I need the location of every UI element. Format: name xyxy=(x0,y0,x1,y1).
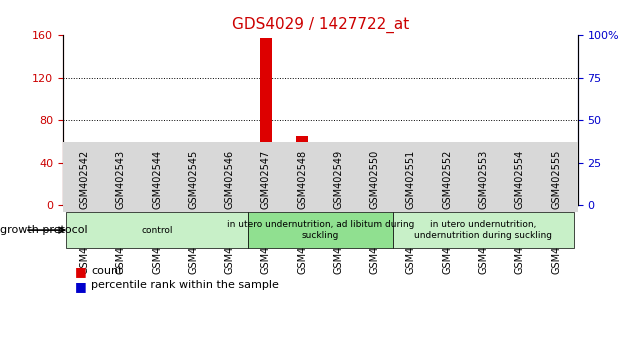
Text: control: control xyxy=(141,225,173,235)
Text: GSM402551: GSM402551 xyxy=(406,150,416,209)
Text: GSM402548: GSM402548 xyxy=(297,150,307,209)
Bar xyxy=(441,190,453,205)
Bar xyxy=(234,200,238,205)
Bar xyxy=(404,195,417,205)
Text: GSM402547: GSM402547 xyxy=(261,150,271,209)
Bar xyxy=(187,199,200,205)
Bar xyxy=(259,38,272,205)
Text: GSM402553: GSM402553 xyxy=(479,150,489,209)
Text: GSM402555: GSM402555 xyxy=(551,149,561,209)
Bar xyxy=(415,202,420,205)
Text: GSM402549: GSM402549 xyxy=(333,150,344,209)
Bar xyxy=(161,200,165,205)
Bar xyxy=(452,200,455,205)
Text: GSM402550: GSM402550 xyxy=(370,150,380,209)
Text: GSM402545: GSM402545 xyxy=(188,150,198,209)
Bar xyxy=(270,168,274,205)
Title: GDS4029 / 1427722_at: GDS4029 / 1427722_at xyxy=(232,16,409,33)
Text: ■: ■ xyxy=(75,280,87,293)
Text: count: count xyxy=(91,266,122,275)
Bar xyxy=(524,200,528,205)
Bar xyxy=(151,202,163,205)
Text: growth protocol: growth protocol xyxy=(0,225,88,235)
Bar xyxy=(89,197,93,205)
Bar xyxy=(369,198,381,205)
Text: GSM402543: GSM402543 xyxy=(116,150,126,209)
Bar xyxy=(224,203,236,205)
Bar xyxy=(477,197,490,205)
Bar xyxy=(78,195,91,205)
Bar xyxy=(560,202,564,205)
Bar xyxy=(332,158,345,205)
Text: GSM402552: GSM402552 xyxy=(442,149,452,209)
Text: GSM402542: GSM402542 xyxy=(80,150,90,209)
Text: ■: ■ xyxy=(75,266,87,279)
Bar xyxy=(379,202,383,205)
Text: in utero undernutrition, ad libitum during
suckling: in utero undernutrition, ad libitum duri… xyxy=(227,221,414,240)
Bar xyxy=(514,195,526,205)
Bar xyxy=(306,188,310,205)
Text: GSM402554: GSM402554 xyxy=(515,150,525,209)
Bar xyxy=(550,198,562,205)
Bar xyxy=(125,202,129,205)
Bar xyxy=(343,192,347,205)
Bar xyxy=(198,200,202,205)
Text: GSM402544: GSM402544 xyxy=(152,150,162,209)
Text: in utero undernutrition,
undernutrition during suckling: in utero undernutrition, undernutrition … xyxy=(414,221,553,240)
Text: percentile rank within the sample: percentile rank within the sample xyxy=(91,280,279,290)
Bar xyxy=(488,200,492,205)
Bar xyxy=(114,203,127,205)
Bar xyxy=(296,136,308,205)
Text: GSM402546: GSM402546 xyxy=(225,150,235,209)
